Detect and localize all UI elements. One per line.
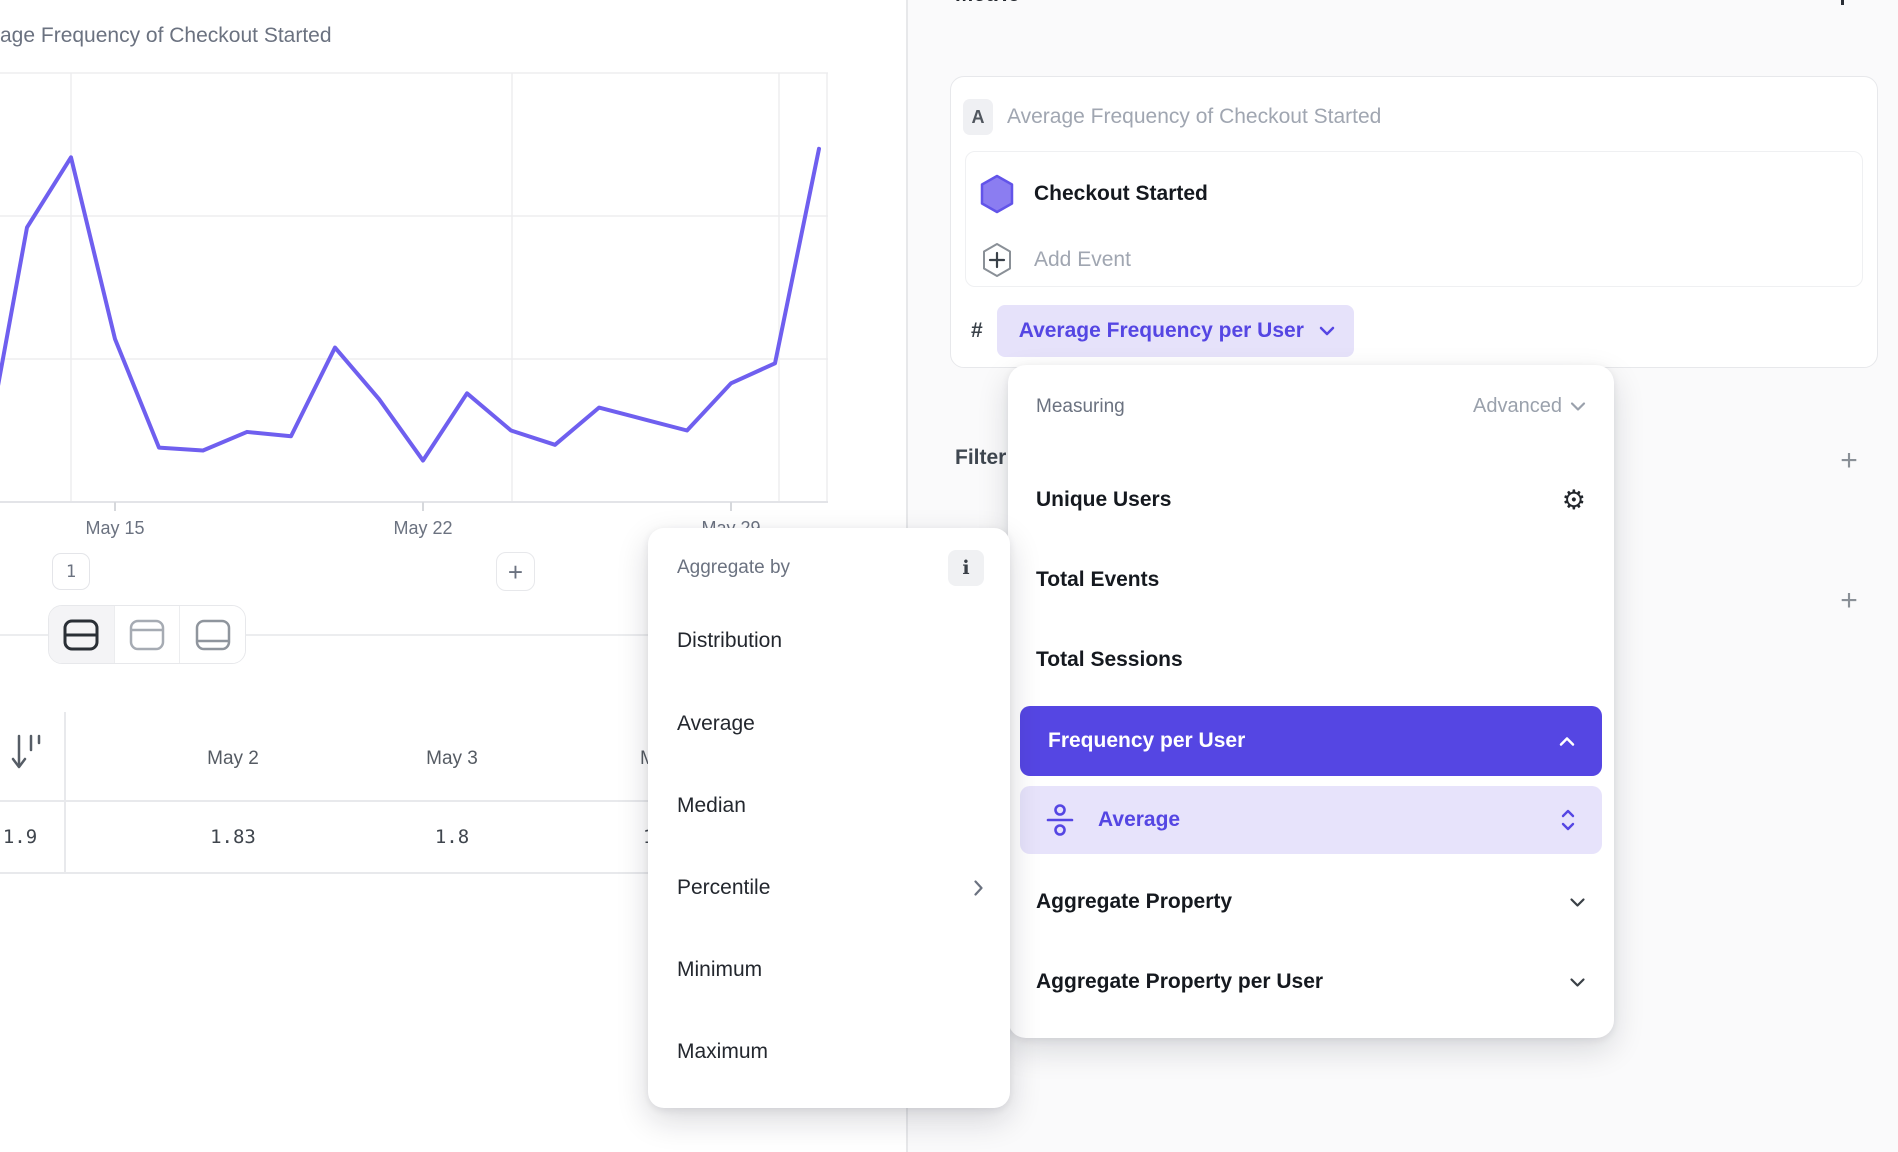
chevron-right-icon bbox=[974, 880, 983, 896]
measuring-popup-header: Measuring Advanced bbox=[1036, 395, 1586, 418]
add-breakdown-button[interactable]: + bbox=[1840, 584, 1858, 617]
menu-item-label: Percentile bbox=[677, 876, 771, 899]
measure-selector-label: Average Frequency per User bbox=[1018, 319, 1304, 342]
menu-item-label: Minimum bbox=[677, 958, 763, 981]
menu-item-minimum[interactable]: Minimum bbox=[677, 948, 984, 992]
menu-item-label: Maximum bbox=[677, 1040, 769, 1063]
layout-toggle-panel-bottom[interactable] bbox=[180, 606, 245, 663]
add-event-hexagon-icon bbox=[983, 243, 1011, 277]
layout-toggle-panel-top[interactable] bbox=[114, 606, 181, 663]
menu-item-percentile[interactable]: Percentile bbox=[677, 866, 984, 910]
menu-item-label: Distribution bbox=[677, 629, 783, 652]
split-rows-icon bbox=[63, 619, 99, 650]
chart-data-line[interactable] bbox=[0, 146, 821, 468]
menu-item-label: Aggregate Property bbox=[1036, 890, 1233, 913]
event-card: Checkout Started Add Event bbox=[965, 151, 1863, 287]
division-average-icon bbox=[1046, 804, 1074, 836]
metric-section-header-clipped: Metric bbox=[908, 0, 1898, 9]
selected-option-label: Frequency per User bbox=[1048, 729, 1246, 752]
table-cell-partial-left: 1.9 bbox=[2, 826, 38, 848]
menu-item-distribution[interactable]: Distribution bbox=[677, 619, 984, 663]
panel-top-icon bbox=[129, 619, 165, 650]
aggregate-by-label: Aggregate by bbox=[677, 557, 791, 578]
measuring-label: Measuring bbox=[1036, 395, 1125, 417]
x-axis-label: May 22 bbox=[393, 518, 453, 538]
metric-card: A Average Frequency of Checkout Started … bbox=[950, 76, 1878, 368]
filter-section-title: Filter bbox=[955, 446, 1007, 469]
table-row-border bbox=[0, 872, 908, 874]
aggregate-by-popup: Aggregate by i Distribution Average Medi… bbox=[648, 528, 1010, 1108]
menu-item-label: Unique Users bbox=[1036, 488, 1172, 511]
sub-option-label: Average bbox=[1098, 808, 1181, 831]
menu-item-label: Average bbox=[677, 712, 755, 735]
add-filter-button[interactable]: + bbox=[1840, 444, 1858, 477]
metric-label-badge: A bbox=[963, 99, 993, 135]
info-icon[interactable]: i bbox=[948, 550, 984, 586]
menu-item-label: Total Events bbox=[1036, 568, 1160, 591]
menu-item-frequency-per-user-selected[interactable]: Frequency per User bbox=[1020, 706, 1602, 776]
menu-item-average[interactable]: Average bbox=[677, 702, 984, 746]
numeric-measure-icon: # bbox=[971, 319, 983, 342]
chart-title: age Frequency of Checkout Started bbox=[0, 24, 332, 47]
menu-item-label: Median bbox=[677, 794, 746, 817]
table-header-border bbox=[0, 800, 908, 802]
line-chart bbox=[0, 72, 828, 511]
event-hexagon-icon bbox=[980, 174, 1014, 214]
chevron-up-down-icon bbox=[1561, 809, 1575, 831]
sub-option-average[interactable]: Average bbox=[1020, 786, 1602, 854]
series-count-badge[interactable]: 1 bbox=[52, 553, 90, 590]
gear-icon[interactable]: ⚙ bbox=[1561, 484, 1586, 516]
menu-item-label: Total Sessions bbox=[1036, 648, 1183, 671]
measure-selector-pill[interactable]: Average Frequency per User bbox=[996, 305, 1354, 357]
advanced-label: Advanced bbox=[1473, 395, 1562, 417]
metric-name-input[interactable]: Average Frequency of Checkout Started bbox=[1007, 105, 1382, 128]
layout-toggle-group bbox=[48, 605, 246, 664]
add-annotation-button[interactable]: + bbox=[496, 552, 535, 591]
menu-item-label: Aggregate Property per User bbox=[1036, 970, 1324, 993]
chevron-down-icon bbox=[1570, 977, 1585, 987]
metric-section-title: Metric bbox=[955, 0, 1020, 7]
event-name: Checkout Started bbox=[1034, 182, 1208, 205]
layout-toggle-split-rows[interactable] bbox=[49, 606, 115, 663]
menu-item-unique-users[interactable]: Unique Users ⚙ bbox=[1036, 478, 1586, 522]
menu-item-aggregate-property[interactable]: Aggregate Property bbox=[1036, 880, 1586, 924]
chevron-up-icon bbox=[1559, 736, 1575, 746]
measuring-popup: Measuring Advanced Unique Users ⚙ Total … bbox=[1008, 365, 1614, 1038]
menu-item-median[interactable]: Median bbox=[677, 784, 984, 828]
add-event-button[interactable]: Add Event bbox=[978, 238, 1131, 282]
measure-row: # Average Frequency per User bbox=[971, 305, 1354, 357]
aggregate-popup-header: Aggregate by i bbox=[677, 550, 984, 586]
add-metric-button-partial[interactable] bbox=[1841, 0, 1844, 5]
table-cell-may2[interactable]: 1.83 bbox=[210, 826, 256, 848]
x-axis-label: May 15 bbox=[85, 518, 145, 538]
event-row-checkout-started[interactable]: Checkout Started bbox=[978, 172, 1208, 216]
section-divider bbox=[0, 634, 908, 636]
advanced-dropdown[interactable]: Advanced bbox=[1473, 395, 1586, 418]
chevron-down-icon bbox=[1570, 897, 1585, 907]
table-header-may3[interactable]: May 3 bbox=[426, 748, 478, 769]
menu-item-total-sessions[interactable]: Total Sessions bbox=[1036, 638, 1586, 682]
table-header-may2[interactable]: May 2 bbox=[207, 748, 259, 769]
menu-item-maximum[interactable]: Maximum bbox=[677, 1030, 984, 1074]
chevron-down-icon bbox=[1319, 326, 1335, 336]
panel-bottom-icon bbox=[195, 619, 230, 650]
menu-item-total-events[interactable]: Total Events bbox=[1036, 558, 1586, 602]
table-column-separator bbox=[64, 712, 66, 874]
table-sort-button[interactable] bbox=[8, 730, 44, 774]
chevron-down-icon bbox=[1570, 402, 1586, 411]
sort-descending-icon bbox=[11, 734, 41, 769]
table-cell-may3[interactable]: 1.8 bbox=[434, 826, 470, 848]
menu-item-aggregate-property-per-user[interactable]: Aggregate Property per User bbox=[1036, 960, 1586, 1004]
add-event-label: Add Event bbox=[1034, 248, 1131, 271]
